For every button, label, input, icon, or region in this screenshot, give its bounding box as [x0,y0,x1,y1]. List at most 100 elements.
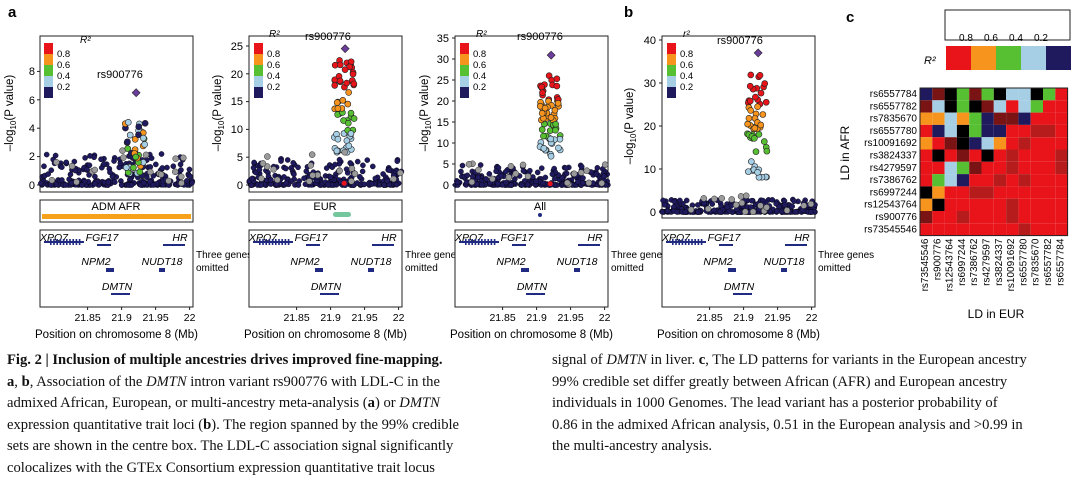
heatmap-cell [981,174,994,187]
legend-tick-label: 0.8 [57,49,70,60]
data-point [124,138,131,146]
scale-swatch [971,46,996,70]
heatmap-cell [969,186,982,199]
heatmap-cell [969,88,982,101]
data-point [754,103,761,111]
data-point [763,147,771,155]
lead-variant-marker [546,50,556,60]
x-tick-label: 21.95 [764,312,790,324]
row-label: rs6997244 [870,187,918,198]
heatmap-cell [1018,88,1031,101]
heatmap-cell [969,211,982,224]
three-genes-note: omitted [611,263,644,274]
data-point [682,209,689,215]
data-point [334,135,342,143]
legend-tick-label: 0.8 [473,49,486,60]
data-point [677,197,683,204]
data-point [469,173,476,180]
y-tick-label: 0 [650,207,656,219]
heatmap-cell [981,124,994,138]
data-point [372,175,379,182]
panel-label-a: a [8,4,17,21]
gene-exon [281,239,283,245]
heatmap-cell [1043,211,1056,224]
data-point [336,61,344,69]
data-point [465,161,473,168]
heatmap-cell [981,137,994,150]
data-point [694,202,701,208]
scale-swatch [1046,46,1071,70]
heatmap-cell [993,161,1007,175]
scale-swatch [946,46,971,70]
data-point [336,77,344,85]
column-label: rs73545546 [920,238,931,291]
heatmap-cell [1006,124,1019,138]
data-point [580,175,586,181]
gene-label: DMTN [517,281,548,293]
gene-label: NPM2 [290,256,319,268]
data-point [534,169,541,176]
data-point [742,208,749,215]
heatmap-cell [956,112,970,125]
gene-exon [471,239,473,245]
data-point [347,109,355,117]
data-point [107,169,113,176]
y-tick-label: 25 [231,41,243,53]
data-point [394,158,401,164]
heatmap-cell [1018,112,1031,125]
data-point [661,202,668,208]
data-point [386,167,393,174]
heatmap-cell [932,112,945,125]
heatmap-cell [1043,112,1056,125]
heatmap-cell [1030,198,1043,211]
data-point [258,175,265,182]
data-point [360,162,366,169]
data-point [357,173,363,180]
gene-exon [481,239,483,245]
gene-exon [287,239,290,245]
caption-text: ) or [374,395,400,412]
data-point [361,181,368,188]
heatmap-cell [920,88,933,101]
heatmap-cell [1030,149,1043,162]
data-point [184,178,190,184]
data-point [468,178,476,186]
data-point [493,168,499,175]
x-tick-label: 22 [184,312,196,324]
gene-label: HR [587,232,603,244]
column-label: rs3824337 [994,238,1005,286]
y-tick-label: 40 [644,35,656,47]
x-axis-label: Position on chromosome 8 (Mb) [244,329,407,341]
three-genes-note: omitted [405,263,438,274]
data-point [158,151,165,157]
data-point [63,159,70,166]
data-point [38,180,44,187]
heatmap-cell [1018,149,1031,162]
data-point [384,178,391,184]
data-point [178,167,184,173]
data-point [601,173,607,180]
heatmap-cell [1043,186,1056,199]
gene-exon [278,239,280,245]
y-axis-label: –log10(P value) [4,75,18,152]
data-point [393,181,400,188]
data-point [579,180,586,186]
x-tick-label: 21.9 [526,312,547,324]
data-point [345,89,353,96]
data-point [671,198,678,205]
data-point [270,166,277,173]
data-point [518,182,525,188]
data-point [749,208,757,216]
data-point [281,174,287,180]
data-point [132,153,140,161]
gene-name: DMTN [399,395,440,412]
x-axis-label: Position on chromosome 8 (Mb) [450,329,613,341]
data-point [259,160,267,167]
data-point [540,144,548,152]
legend-swatch [667,43,676,54]
heatmap-cell [1043,161,1056,175]
y-tick-label: 20 [231,69,243,81]
caption-text: the multi-ancestry analysis. [552,438,713,455]
